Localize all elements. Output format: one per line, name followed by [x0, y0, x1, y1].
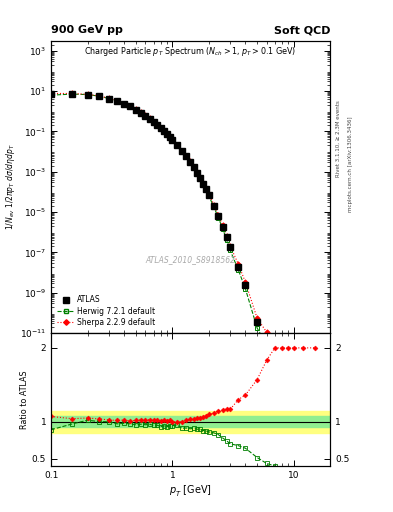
Bar: [51, 411, 330, 433]
Bar: [51, 416, 330, 427]
Text: 900 GeV pp: 900 GeV pp: [51, 25, 123, 35]
Legend: ATLAS, Herwig 7.2.1 default, Sherpa 2.2.9 default: ATLAS, Herwig 7.2.1 default, Sherpa 2.2.…: [55, 293, 158, 329]
Text: mcplots.cern.ch [arXiv:1306.3436]: mcplots.cern.ch [arXiv:1306.3436]: [348, 116, 353, 211]
X-axis label: $p_T^{}$ [GeV]: $p_T^{}$ [GeV]: [169, 482, 212, 498]
Text: Soft QCD: Soft QCD: [274, 25, 330, 35]
Text: Charged Particle $p_T$ Spectrum ($N_{ch} > 1$, $p_T > 0.1$ GeV): Charged Particle $p_T$ Spectrum ($N_{ch}…: [84, 46, 297, 58]
Text: ATLAS_2010_S8918562: ATLAS_2010_S8918562: [145, 255, 236, 265]
Text: Rivet 3.1.10, ≥ 2.3M events: Rivet 3.1.10, ≥ 2.3M events: [336, 100, 341, 177]
Y-axis label: Ratio to ATLAS: Ratio to ATLAS: [20, 370, 29, 429]
Y-axis label: $1/N_{ev}$ $1/2\pi p_T$ $d\sigma/d\eta dp_T$: $1/N_{ev}$ $1/2\pi p_T$ $d\sigma/d\eta d…: [4, 143, 17, 230]
